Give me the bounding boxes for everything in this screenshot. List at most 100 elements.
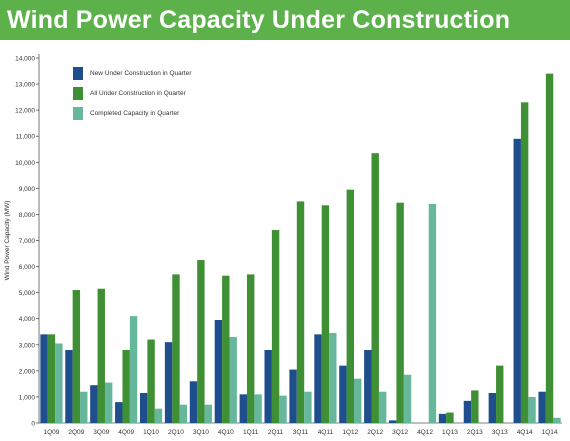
bar-3q09-series-2	[97, 288, 105, 423]
bar-4q09-series-1	[115, 402, 123, 423]
bar-2q10-series-2	[172, 274, 180, 423]
bar-4q14-series-1	[513, 138, 521, 424]
y-tick-label: 4,000	[19, 316, 36, 323]
bar-1q10-series-1	[139, 393, 148, 423]
y-tick-label: 14,000	[15, 56, 35, 63]
y-tick-label: 7,000	[19, 238, 36, 245]
y-tick-label: 8,000	[19, 212, 36, 219]
bar-2q09-series-2	[72, 290, 81, 423]
bar-3q12-series-2	[396, 202, 404, 423]
bar-1q12-series-3	[354, 378, 362, 423]
bar-3q13-series-2	[496, 365, 504, 423]
x-tick-label: 2Q09	[68, 429, 84, 436]
bar-2q13-series-2	[471, 390, 479, 423]
bar-3q09-series-3	[104, 382, 113, 423]
bar-3q10-series-2	[197, 260, 205, 423]
bar-2q10-series-1	[164, 342, 173, 423]
bar-4q10-series-1	[214, 320, 223, 423]
x-tick-label: 1Q11	[243, 429, 259, 436]
bar-chart: 0 1,000 2,000 3,000 4,000 5,000 6,000 7,000 8,00…	[4, 54, 562, 436]
bar-3q10-series-3	[204, 404, 212, 423]
bar-1q14-series-3	[553, 417, 561, 423]
bar-4q10-series-2	[222, 275, 230, 423]
bar-1q13-series-2	[446, 412, 454, 423]
chart-title: Wind Power Capacity Under Construction	[7, 6, 511, 34]
bar-1q14-series-2	[545, 73, 554, 423]
chart-area: 0 1,000 2,000 3,000 4,000 5,000 6,000 7,000 8,00…	[0, 40, 570, 436]
y-tick-label: 2,000	[19, 368, 36, 375]
bar-4q12-series-3	[428, 204, 437, 423]
bar-2q10-series-3	[179, 404, 188, 423]
bar-3q11-series-1	[289, 369, 297, 423]
bar-3q12-series-3	[403, 374, 412, 423]
bar-1q09-series-2	[47, 334, 56, 423]
bar-3q09-series-1	[90, 385, 98, 423]
y-tick-label: 13,000	[15, 82, 35, 89]
legend-label-series-3: Completed Capacity in Quarter	[90, 110, 180, 117]
bar-1q10-series-3	[154, 408, 163, 423]
x-tick-label: 4Q10	[218, 429, 234, 436]
bar-1q10-series-2	[147, 339, 155, 423]
bar-2q12-series-2	[371, 153, 379, 423]
y-tick-label: 0	[31, 421, 35, 428]
x-tick-label: 2Q10	[168, 429, 184, 436]
bar-4q11-series-3	[329, 333, 337, 423]
bar-1q11-series-3	[254, 394, 262, 423]
bar-2q11-series-1	[264, 350, 272, 423]
x-tick-label: 2Q11	[268, 429, 284, 436]
bar-4q09-series-3	[129, 316, 138, 423]
bar-4q14-series-2	[520, 102, 529, 424]
bar-1q09-series-1	[40, 334, 48, 423]
x-tick-label: 3Q13	[492, 429, 508, 436]
x-tick-label: 1Q14	[542, 429, 558, 436]
bar-4q10-series-3	[229, 336, 237, 423]
bar-2q11-series-3	[279, 395, 287, 423]
y-tick-label: 5,000	[19, 290, 36, 297]
x-tick-label: 3Q09	[93, 429, 109, 436]
bar-3q11-series-3	[304, 391, 312, 423]
bar-1q14-series-1	[538, 391, 546, 423]
bar-3q11-series-2	[296, 201, 305, 423]
bar-2q11-series-2	[271, 230, 280, 423]
y-tick-label: 10,000	[15, 160, 35, 167]
legend-swatch-series-1	[73, 67, 83, 80]
x-tick-label: 4Q12	[417, 429, 433, 436]
x-tick-label: 1Q10	[143, 429, 159, 436]
bar-1q12-series-2	[346, 189, 355, 423]
y-tick-label: 12,000	[15, 108, 35, 115]
x-tick-label: 1Q13	[442, 429, 458, 436]
bar-3q13-series-1	[488, 393, 497, 423]
y-tick-label: 6,000	[19, 264, 36, 271]
y-tick-label: 3,000	[19, 342, 36, 349]
bar-2q09-series-1	[65, 350, 73, 423]
bar-2q12-series-1	[364, 350, 372, 423]
bar-4q11-series-2	[321, 205, 330, 423]
y-tick-label: 9,000	[19, 186, 36, 193]
legend-label-series-1: New Under Construction in Quarter	[90, 70, 192, 77]
bar-1q13-series-1	[438, 413, 447, 423]
x-tick-label: 4Q14	[517, 429, 533, 436]
bar-4q14-series-3	[528, 396, 536, 423]
bar-1q11-series-1	[239, 394, 247, 423]
x-tick-label: 2Q13	[467, 429, 483, 436]
bar-2q09-series-3	[80, 391, 88, 423]
bar-1q09-series-3	[55, 343, 63, 423]
x-tick-label: 3Q12	[392, 429, 408, 436]
y-axis-label: Wind Power Capacity (MW)	[4, 201, 11, 281]
legend-swatch-series-3	[73, 107, 83, 120]
x-tick-label: 1Q12	[342, 429, 358, 436]
legend-swatch-series-2	[73, 87, 83, 100]
bar-2q13-series-1	[463, 400, 472, 423]
y-tick-label: 1,000	[19, 394, 36, 401]
x-tick-label: 4Q09	[118, 429, 134, 436]
bar-1q11-series-2	[246, 274, 255, 423]
x-tick-label: 4Q11	[318, 429, 334, 436]
x-tick-label: 2Q12	[367, 429, 383, 436]
bar-4q11-series-1	[314, 334, 322, 423]
title-banner: Wind Power Capacity Under Construction	[0, 0, 570, 40]
x-tick-label: 3Q11	[293, 429, 309, 436]
bar-4q09-series-2	[122, 350, 130, 423]
bar-1q12-series-1	[339, 365, 347, 423]
bar-3q12-series-1	[389, 420, 397, 423]
bar-2q12-series-3	[378, 391, 387, 423]
